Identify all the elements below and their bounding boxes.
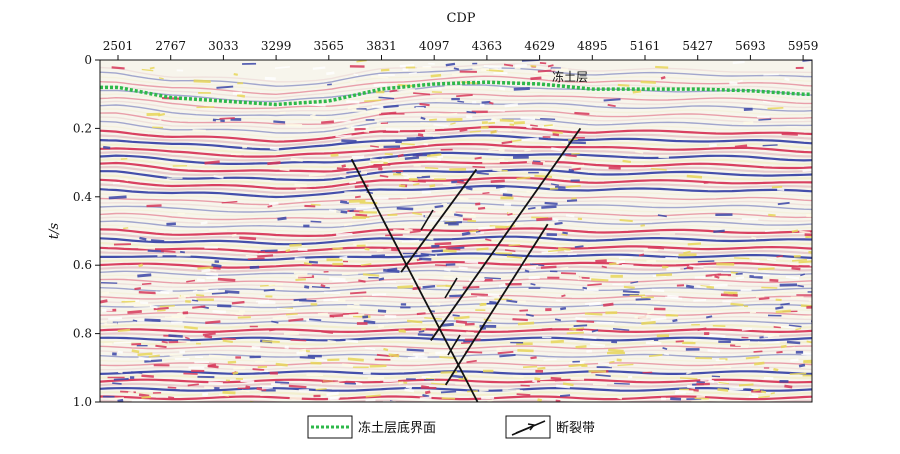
y-axis: 0 0.2 0.4 0.6 0.8 1.0 — [73, 53, 100, 409]
y-tick-label: 1.0 — [73, 395, 92, 409]
x-tick-label: 4895 — [577, 39, 608, 53]
x-tick-label: 5161 — [630, 39, 661, 53]
legend: 冻土层底界面 断裂带 — [308, 416, 595, 438]
x-tick-label: 5959 — [788, 39, 819, 53]
x-tick-label: 5693 — [735, 39, 766, 53]
x-tick-label: 4363 — [472, 39, 503, 53]
y-tick-label: 0.6 — [73, 258, 92, 272]
legend-fault-label: 断裂带 — [556, 421, 595, 436]
y-tick-label: 0.2 — [73, 121, 92, 135]
x-axis-title: CDP — [446, 11, 475, 26]
y-axis-title: t/s — [47, 223, 62, 240]
x-tick-label: 5427 — [682, 39, 713, 53]
y-tick-label: 0.8 — [73, 327, 92, 341]
x-tick-label: 2501 — [103, 39, 134, 53]
y-tick-label: 0.4 — [73, 190, 92, 204]
x-tick-label: 3033 — [208, 39, 239, 53]
y-tick-label: 0 — [84, 53, 92, 67]
permafrost-annotation: 冻土层 — [552, 69, 588, 84]
x-tick-label: 2767 — [155, 39, 186, 53]
x-tick-label: 4097 — [419, 39, 450, 53]
x-tick-label: 3565 — [314, 39, 345, 53]
x-tick-label: 4629 — [524, 39, 555, 53]
legend-permafrost-label: 冻土层底界面 — [358, 420, 436, 436]
x-axis: 2501 2767 3033 3299 3565 3831 4097 4363 4629 4895… — [103, 39, 819, 60]
legend-permafrost-swatch — [308, 416, 352, 438]
plot-area — [100, 59, 827, 403]
x-tick-label: 3831 — [366, 39, 397, 53]
x-tick-label: 3299 — [261, 39, 292, 53]
